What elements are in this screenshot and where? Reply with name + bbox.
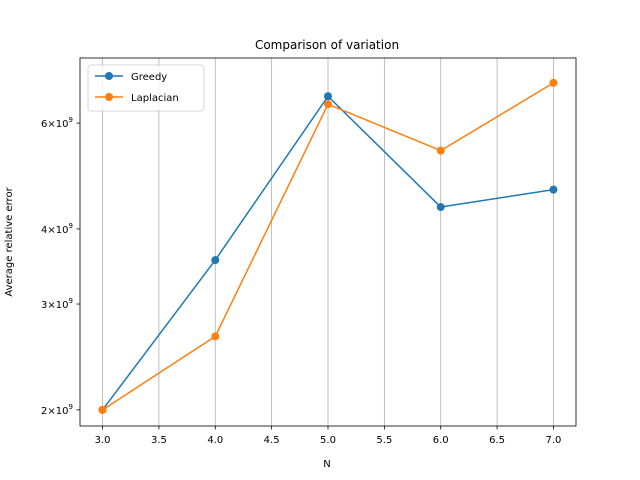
- series-layer: [98, 78, 558, 414]
- x-tick-label: 6.5: [489, 435, 505, 446]
- data-point-greedy: [436, 203, 445, 212]
- y-tick-exponent: 9: [69, 297, 73, 305]
- x-tick-label: 4.0: [207, 435, 223, 446]
- x-axis-label: N: [323, 459, 330, 470]
- y-tick-times: ×: [47, 119, 55, 130]
- data-point-laplacian: [436, 146, 445, 155]
- y-tick-base: 10: [56, 119, 69, 130]
- y-tick-label: 6×109: [41, 116, 73, 130]
- chart-title: Comparison of variation: [255, 38, 399, 52]
- x-tick-label: 5.0: [320, 435, 336, 446]
- y-axis-label: Average relative error: [4, 186, 15, 296]
- data-point-greedy: [324, 92, 332, 101]
- x-axis-ticks: 3.0 3.5 4.0 4.5 5.0 5.5 6.0 6.5 7.0: [95, 426, 562, 446]
- x-tick-label: 4.5: [264, 435, 280, 446]
- data-point-laplacian: [98, 405, 107, 414]
- y-tick-label: 2×109: [41, 403, 73, 417]
- y-tick-times: ×: [47, 406, 55, 417]
- x-tick-label: 3.5: [151, 435, 167, 446]
- x-tick-label: 3.0: [95, 435, 111, 446]
- y-tick-exponent: 9: [69, 116, 73, 124]
- y-tick-exponent: 9: [69, 403, 73, 411]
- y-tick-times: ×: [47, 225, 55, 236]
- y-tick-base: 10: [56, 300, 69, 311]
- grid-lines: [102, 58, 554, 426]
- y-tick-label: 3×109: [41, 297, 73, 311]
- y-tick-mantissa: 4: [41, 225, 47, 236]
- y-tick-exponent: 9: [69, 222, 73, 230]
- legend-label: Greedy: [131, 72, 167, 83]
- legend-label: Laplacian: [131, 93, 179, 104]
- y-tick-times: ×: [47, 300, 55, 311]
- x-tick-label: 5.5: [376, 435, 392, 446]
- data-point-laplacian: [549, 78, 558, 87]
- x-tick-label: 7.0: [546, 435, 562, 446]
- legend-marker: [105, 93, 113, 101]
- data-point-laplacian: [324, 100, 332, 109]
- y-tick-label: 4×109: [41, 222, 73, 236]
- y-tick-base: 10: [56, 406, 69, 417]
- legend: Greedy Laplacian: [87, 64, 205, 112]
- data-point-greedy: [211, 256, 220, 265]
- data-point-laplacian: [211, 332, 220, 341]
- data-point-greedy: [549, 185, 558, 194]
- y-tick-base: 10: [56, 225, 69, 236]
- y-tick-mantissa: 6: [41, 119, 47, 130]
- y-tick-mantissa: 2: [41, 406, 47, 417]
- legend-marker: [105, 72, 113, 80]
- x-tick-label: 6.0: [433, 435, 449, 446]
- y-tick-mantissa: 3: [41, 300, 47, 311]
